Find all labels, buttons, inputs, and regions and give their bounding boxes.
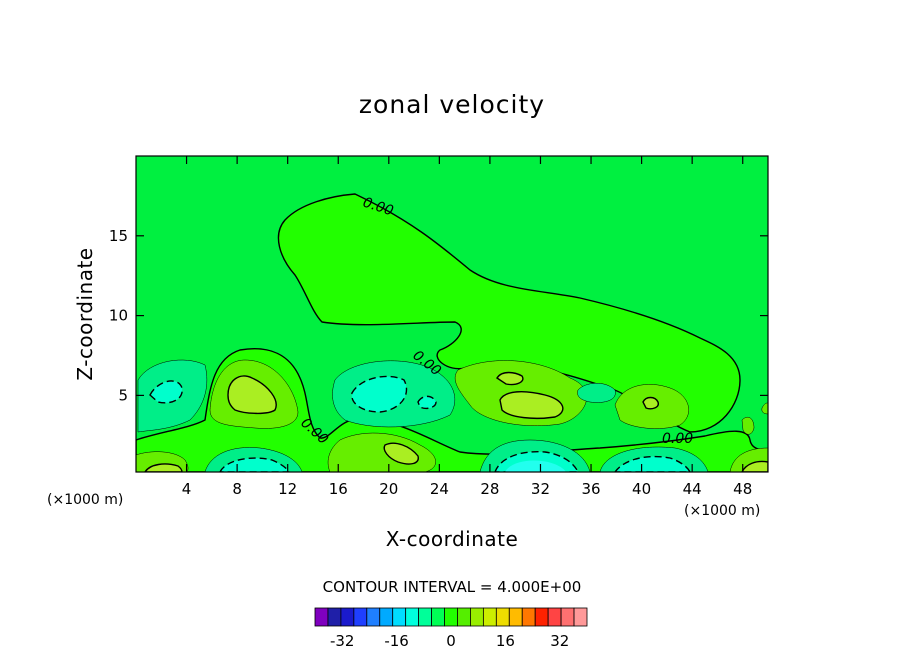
y-axis-label: Z-coordinate	[73, 247, 97, 380]
x-tick-label: 40	[632, 480, 651, 498]
x-tick-label: 4	[182, 480, 192, 498]
positive-zone-8b	[499, 391, 564, 419]
y-tick-label: 5	[118, 386, 128, 404]
colorbar-swatch	[444, 607, 458, 627]
contour-interval-text: CONTOUR INTERVAL = 4.000E+00	[323, 578, 582, 596]
plot-frame	[135, 155, 769, 473]
colorbar-ticks: -32 -16 0 16 32	[330, 632, 569, 650]
colorbar-swatch	[418, 607, 432, 627]
positive-zone-4h	[741, 417, 755, 435]
positive-zone-8d	[642, 396, 659, 410]
negative-zone-8b	[351, 375, 408, 413]
chart-title: zonal velocity	[359, 90, 545, 119]
x-axis-label: X-coordinate	[386, 527, 519, 551]
colorbar-swatch	[327, 607, 342, 627]
negative-zone-4f	[577, 383, 616, 403]
x-tick-label: 32	[531, 480, 550, 498]
y-axis-ticks: 5 10 15	[109, 227, 768, 404]
colorbar-swatch	[560, 607, 575, 627]
x-tick-label: 28	[480, 480, 499, 498]
colorbar-swatch	[366, 607, 381, 627]
x-tick-label: 20	[379, 480, 398, 498]
colorbar-swatch	[340, 607, 355, 627]
colorbar-tick-label: 32	[550, 632, 569, 650]
x-tick-label: 8	[232, 480, 242, 498]
colorbar-swatch	[521, 607, 536, 627]
positive-zone-4i	[761, 402, 768, 415]
positive-zone-8g	[741, 460, 768, 472]
colorbar-swatch	[405, 607, 420, 627]
x-tick-label: 12	[278, 480, 297, 498]
colorbar-swatch	[392, 607, 407, 627]
colorbar-swatch	[534, 607, 549, 627]
negative-zone-8e	[614, 455, 691, 472]
x-tick-label: 36	[581, 480, 600, 498]
colorbar-swatch	[495, 607, 510, 627]
negative-zone-8c	[417, 395, 437, 410]
x-tick-label: 48	[733, 480, 752, 498]
colorbar-swatch	[431, 607, 445, 627]
y-tick-label: 15	[109, 227, 128, 245]
colorbar-swatch	[314, 607, 329, 627]
y-tick-label: 10	[109, 307, 128, 325]
colorbar-swatch	[470, 607, 484, 627]
colorbar-tick-label: -32	[330, 632, 355, 650]
positive-zone-8e	[383, 442, 419, 465]
positive-zone-8f	[144, 463, 183, 472]
colorbar-swatch	[457, 607, 471, 627]
x-tick-label: 16	[329, 480, 348, 498]
positive-zone-8c	[496, 371, 524, 386]
negative-zone-8a	[149, 380, 183, 404]
plot-area	[136, 156, 768, 472]
x-axis-unit-left: (×1000 m)	[47, 492, 123, 508]
colorbar-swatch	[547, 607, 562, 627]
colorbar-tick-label: -16	[384, 632, 409, 650]
positive-zone-8a	[227, 375, 277, 415]
x-axis-unit-right: (×1000 m)	[684, 503, 760, 519]
colorbar-swatch	[573, 607, 588, 627]
colorbar-swatch	[353, 607, 368, 627]
colorbar-swatch	[508, 607, 523, 627]
colorbar-tick-label: 0	[446, 632, 456, 650]
x-tick-label: 24	[430, 480, 449, 498]
negative-zone-12a	[505, 460, 566, 472]
contour-label: 0.00	[662, 431, 693, 447]
colorbar-swatch	[379, 607, 394, 627]
colorbar	[314, 607, 588, 627]
x-tick-label: 44	[683, 480, 702, 498]
colorbar-swatch	[482, 607, 497, 627]
colorbar-tick-label: 16	[496, 632, 515, 650]
x-axis-ticks: 4 8 12 16 20 24 28 32 36 40 44 48	[182, 156, 752, 498]
